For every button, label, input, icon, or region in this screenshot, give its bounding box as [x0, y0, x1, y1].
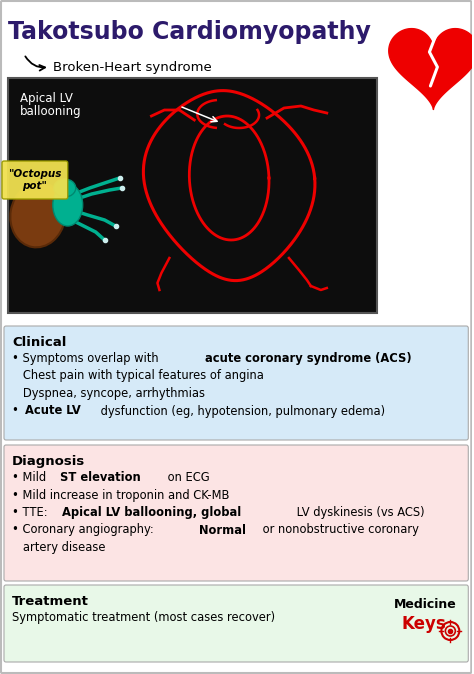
Text: • Symptoms overlap with: • Symptoms overlap with: [12, 352, 162, 365]
Text: or nonobstructive coronary: or nonobstructive coronary: [259, 524, 419, 537]
Text: Clinical: Clinical: [12, 336, 66, 349]
Ellipse shape: [53, 184, 82, 226]
Text: Broken-Heart syndrome: Broken-Heart syndrome: [53, 61, 211, 73]
FancyBboxPatch shape: [4, 445, 468, 581]
Text: • Mild: • Mild: [12, 471, 50, 484]
Text: Keys: Keys: [401, 615, 447, 633]
Ellipse shape: [54, 179, 76, 197]
Text: • Mild increase in troponin and CK-MB: • Mild increase in troponin and CK-MB: [12, 489, 229, 501]
FancyBboxPatch shape: [4, 326, 468, 440]
Text: Acute LV: Acute LV: [26, 404, 81, 417]
Text: ballooning: ballooning: [20, 105, 82, 118]
Text: "Octopus
pot": "Octopus pot": [8, 169, 62, 191]
Text: Symptomatic treatment (most cases recover): Symptomatic treatment (most cases recove…: [12, 611, 275, 624]
Polygon shape: [389, 28, 474, 110]
Text: Apical LV ballooning, global: Apical LV ballooning, global: [63, 506, 242, 519]
Text: Takotsubo Cardiomyopathy: Takotsubo Cardiomyopathy: [8, 20, 371, 44]
Text: Normal: Normal: [199, 524, 246, 537]
FancyBboxPatch shape: [2, 161, 68, 199]
Text: • Coronary angiography:: • Coronary angiography:: [12, 524, 157, 537]
FancyBboxPatch shape: [8, 78, 377, 313]
Text: Apical LV: Apical LV: [20, 92, 73, 105]
Text: •: •: [12, 404, 22, 417]
Text: dysfunction (eg, hypotension, pulmonary edema): dysfunction (eg, hypotension, pulmonary …: [97, 404, 385, 417]
Text: artery disease: artery disease: [12, 541, 105, 554]
Text: LV dyskinesis (vs ACS): LV dyskinesis (vs ACS): [293, 506, 425, 519]
FancyBboxPatch shape: [4, 585, 468, 662]
Text: Medicine: Medicine: [393, 598, 456, 611]
Text: acute coronary syndrome (ACS): acute coronary syndrome (ACS): [205, 352, 412, 365]
Text: Chest pain with typical features of angina: Chest pain with typical features of angi…: [12, 369, 264, 383]
Ellipse shape: [10, 183, 65, 247]
Text: ST elevation: ST elevation: [61, 471, 141, 484]
Text: on ECG: on ECG: [164, 471, 210, 484]
Text: Dyspnea, syncope, arrhythmias: Dyspnea, syncope, arrhythmias: [12, 387, 205, 400]
Text: Diagnosis: Diagnosis: [12, 455, 85, 468]
Text: • TTE:: • TTE:: [12, 506, 51, 519]
Text: Treatment: Treatment: [12, 595, 89, 608]
